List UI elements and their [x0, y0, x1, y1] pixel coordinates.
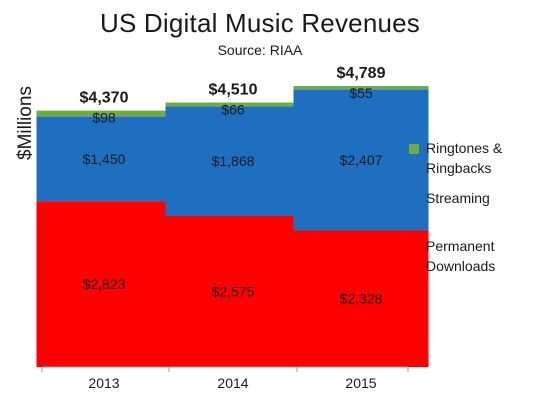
legend-swatch-streaming — [409, 194, 419, 204]
bar-streaming-2013 — [36, 116, 172, 202]
data-label-ringtones-ringbacks-2015: $55 — [349, 85, 373, 101]
bar-permanent-downloads-2015 — [293, 230, 429, 367]
x-tick-label-2014: 2014 — [217, 375, 248, 391]
data-label-streaming-2014: $1,868 — [212, 153, 255, 169]
bar-permanent-downloads-2014 — [165, 216, 301, 367]
data-label-permanent-downloads-2013: $2,823 — [83, 276, 126, 292]
chart-subtitle: Source: RIAA — [217, 42, 303, 58]
legend-swatch-downloads — [409, 242, 419, 252]
total-label-2015: $4,789 — [337, 65, 386, 82]
x-tick-label-2015: 2015 — [345, 375, 376, 391]
data-label-ringtones-ringbacks-2013: $98 — [92, 110, 116, 126]
legend-swatch-ringtones — [409, 144, 419, 154]
bar-ringtones-ringbacks-2015 — [293, 86, 429, 90]
data-label-streaming-2015: $2,407 — [340, 152, 383, 168]
bar-streaming-2015 — [293, 89, 429, 231]
legend-label-ringtones: Ringtones & Ringbacks — [426, 140, 503, 176]
chart-title: US Digital Music Revenues — [99, 8, 420, 38]
data-label-streaming-2013: $1,450 — [83, 151, 126, 167]
data-label-permanent-downloads-2014: $2,575 — [212, 284, 255, 300]
legend-label-downloads: Permanent Downloads — [426, 238, 496, 274]
bar-ringtones-ringbacks-2014 — [165, 102, 301, 107]
x-tick-label-2013: 2013 — [88, 375, 119, 391]
bar-streaming-2014 — [165, 106, 301, 216]
data-label-permanent-downloads-2015: $2,328 — [340, 291, 383, 307]
total-label-2013: $4,370 — [80, 90, 129, 107]
bar-permanent-downloads-2013 — [36, 201, 172, 367]
data-label-ringtones-ringbacks-2014: $66 — [221, 102, 245, 118]
bar-ringtones-ringbacks-2013 — [36, 110, 172, 117]
total-label-2014: $4,510 — [209, 82, 258, 99]
legend-label-streaming: Streaming — [426, 190, 490, 206]
